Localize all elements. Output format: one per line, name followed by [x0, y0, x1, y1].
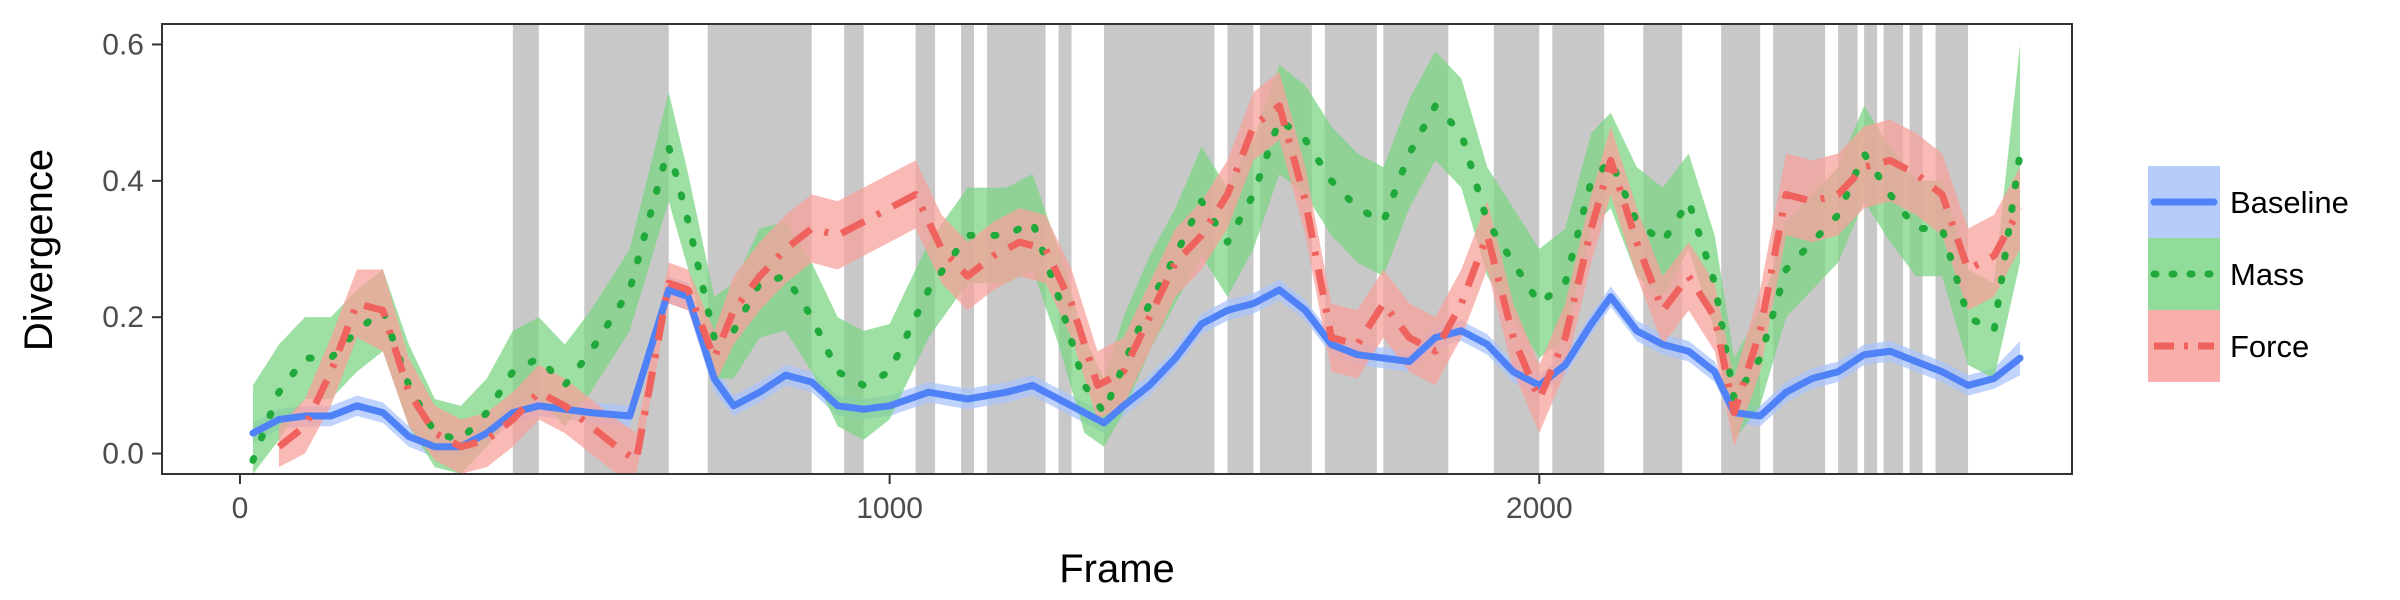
x-axis-title: Frame — [1059, 547, 1175, 591]
series-lines — [249, 102, 2024, 464]
y-tick-label: 0.4 — [102, 165, 144, 198]
legend-label: Baseline — [2230, 185, 2349, 220]
y-axis-title: Divergence — [17, 149, 61, 351]
y-tick-label: 0.0 — [102, 438, 144, 471]
y-tick-label: 0.2 — [102, 301, 144, 334]
legend-label: Force — [2230, 329, 2309, 364]
legend: Baseline Mass Force — [2148, 166, 2349, 382]
x-tick-label: 0 — [232, 492, 249, 525]
legend-item-force: Force — [2148, 310, 2309, 382]
line-force — [276, 102, 2024, 464]
x-axis: 0 1000 2000 — [232, 474, 1573, 525]
legend-item-mass: Mass — [2148, 238, 2304, 310]
shaded-regions — [512, 24, 1969, 474]
legend-label: Mass — [2230, 257, 2304, 292]
y-tick-label: 0.6 — [102, 28, 144, 61]
y-axis: 0.0 0.2 0.4 0.6 — [102, 28, 162, 471]
legend-item-baseline: Baseline — [2148, 166, 2349, 238]
plot-border — [161, 23, 2073, 475]
shaded-region — [584, 24, 669, 474]
x-tick-label: 1000 — [856, 492, 923, 525]
x-tick-label: 2000 — [1506, 492, 1573, 525]
shaded-region — [1864, 24, 1878, 474]
